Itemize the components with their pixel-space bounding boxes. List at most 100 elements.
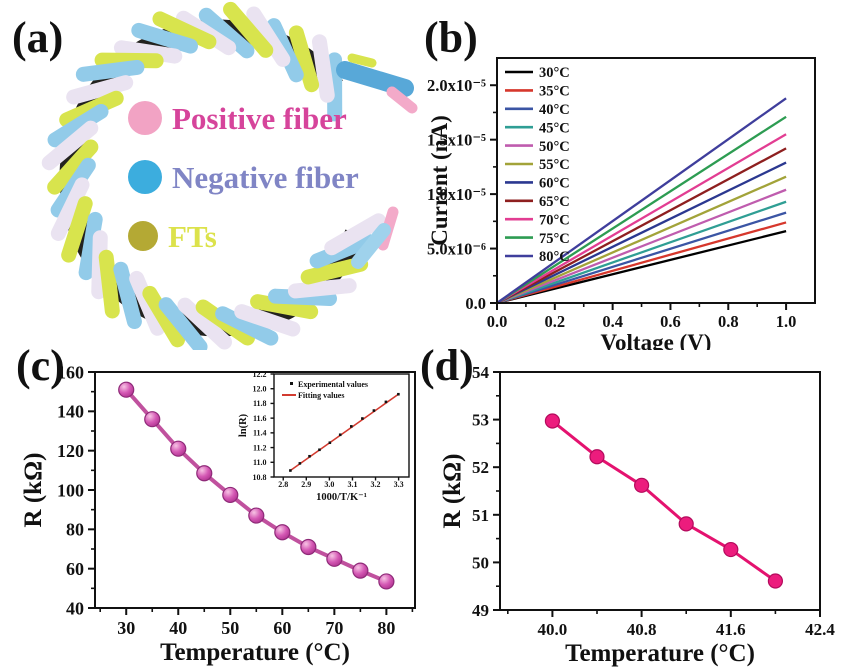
data-point (328, 441, 332, 445)
fiber-ring (41, 1, 418, 350)
positive-fiber-dot-icon (128, 101, 162, 135)
tick-label: 0.6 (660, 312, 681, 331)
series-group (118, 381, 395, 590)
x-axis-label: Temperature (°C) (160, 639, 350, 666)
series-line-60°C (496, 161, 787, 305)
data-point (248, 507, 265, 524)
series-line-70°C (496, 133, 787, 304)
tick-label: 100 (57, 480, 84, 500)
legend-entry: 50°C (539, 139, 570, 155)
fiber-strand (246, 6, 291, 67)
negative-fiber-dot-icon (128, 160, 162, 194)
legend-entry: 70°C (539, 212, 570, 228)
plot-c: 30 40 50 60 70 80 40 60 80 100 120 140 160 Temperatur… (20, 362, 416, 666)
legend-entry: 30°C (539, 65, 570, 81)
tick-label: 3.1 (347, 480, 357, 489)
negative-fiber-label: Negative fiber (172, 159, 359, 195)
tick-label: 0.0 (487, 312, 508, 331)
fiber-strand (287, 278, 357, 299)
tick-label: 5.0x10⁻⁶ (427, 239, 486, 258)
panel-d-label: (d) (420, 341, 474, 390)
x-axis-label: 1000/T/K⁻¹ (316, 492, 367, 503)
resistance-temperature-zoom-chart: 40.0 40.8 41.6 42.4 49 50 51 52 53 54 Temperature … (439, 363, 835, 667)
plot-d: 40.0 40.8 41.6 42.4 49 50 51 52 53 54 Temperature … (439, 363, 835, 667)
fiber-strand (198, 7, 255, 59)
legend-entry: 80°C (539, 249, 570, 265)
tick-label: 0.0 (465, 294, 486, 313)
legend-item-positive-fiber: Positive fiber (128, 99, 359, 137)
fiber-strand (324, 213, 387, 256)
series-line-30°C (496, 230, 787, 305)
tick-label: 3.2 (371, 480, 381, 489)
tick-label: 10.8 (253, 473, 267, 482)
tick-label: 3.0 (324, 480, 334, 489)
tick-label: 30 (117, 618, 135, 638)
data-point (767, 573, 784, 589)
fts-dot-icon (128, 221, 158, 251)
data-point (378, 573, 395, 590)
plot-border (94, 371, 416, 609)
legend-entry: 55°C (539, 157, 570, 173)
legend-entry: 40°C (539, 102, 570, 118)
legend-entry: 45°C (539, 120, 570, 136)
fiber-strand (309, 233, 375, 269)
fiber-end (347, 53, 377, 68)
data-point (634, 477, 650, 493)
series-group (289, 392, 400, 472)
tick-label: 11.6 (253, 414, 267, 423)
series-group (544, 413, 784, 589)
tick-label: 60 (66, 559, 84, 579)
tick-label: 2.8 (278, 480, 288, 489)
tick-label: 53 (472, 411, 489, 430)
data-line (551, 419, 777, 583)
plot-border (496, 57, 816, 304)
fiber-strand (78, 211, 103, 281)
tick-label: 1.0 (776, 312, 797, 331)
tick-label: 11.2 (253, 443, 267, 452)
tick-label: 12.0 (253, 385, 267, 394)
data-point (144, 411, 161, 428)
fiber-strand (158, 297, 208, 350)
data-point (298, 462, 302, 465)
data-point (308, 454, 311, 458)
fiber-strand (47, 139, 99, 195)
data-point (338, 433, 342, 437)
fiber-strand (75, 59, 145, 82)
fiber-strand (288, 25, 320, 93)
axes: 2.8 2.9 3.0 3.1 3.2 3.3 10.8 11.0 11.2 11.4 11.6 11… (238, 370, 404, 503)
fiber-strand (177, 297, 232, 350)
data-point (384, 400, 388, 404)
axes: 40.0 40.8 41.6 42.4 49 50 51 52 53 54 Temperature … (439, 363, 835, 667)
data-point (170, 440, 187, 457)
x-axis-label: Temperature (°C) (565, 640, 755, 667)
tick-label: 52 (472, 458, 489, 477)
fiber-strand (113, 40, 183, 64)
tick-label: 40.8 (627, 620, 657, 639)
series-line-45°C (496, 200, 787, 305)
tick-label: 40 (169, 618, 187, 638)
fiber-strand (234, 304, 301, 337)
tick-label: 50 (472, 553, 489, 572)
data-point (222, 486, 239, 504)
fts-label: FTs (168, 218, 217, 254)
data-point (678, 516, 694, 532)
series-line-75°C (496, 115, 787, 304)
panel-a-label: (a) (12, 13, 64, 62)
plot-border (499, 371, 821, 611)
data-point (589, 449, 605, 465)
tick-label: 140 (57, 402, 84, 422)
legend-entry: Experimental values (298, 380, 368, 389)
data-point (196, 465, 213, 482)
axes: 0.0 0.2 0.4 0.6 0.8 1.0 0.0 5.0x10⁻⁶ 1.0x10⁻⁵ 1.5… (427, 76, 796, 350)
data-point (326, 550, 343, 567)
tick-label: 12.2 (253, 370, 267, 379)
tick-label: 54 (472, 363, 490, 382)
plot-c_inset: 2.8 2.9 3.0 3.1 3.2 3.3 10.8 11.0 11.2 11.4 11.6 11… (238, 370, 410, 503)
x-axis-label: Voltage (V) (601, 330, 712, 350)
legend-item-negative-fiber: Negative fiber (128, 158, 359, 196)
tick-label: 80 (66, 520, 84, 540)
tick-label: 1.5x10⁻⁵ (427, 130, 486, 149)
fiber-strand (94, 52, 164, 69)
chart-legend: 30°C 35°C 40°C 45°C 50°C 55°C 60°C 65°C 70°C 75°C… (505, 65, 570, 265)
tick-label: 40 (66, 598, 84, 618)
